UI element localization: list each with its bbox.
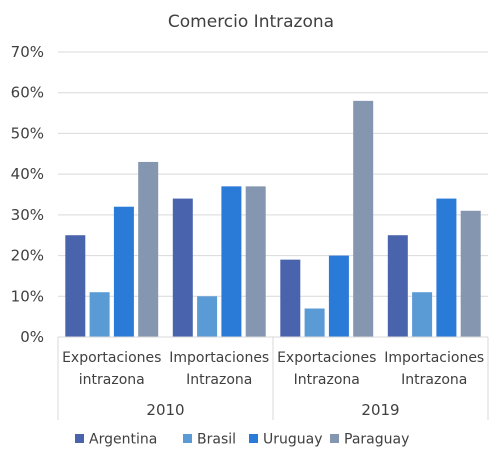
x-group-label: 2010 — [146, 401, 184, 419]
x-category-label: Importaciones — [384, 350, 484, 366]
legend: Argentina Brasil Uruguay Paraguay — [75, 432, 409, 448]
bar-paraguay-2 — [245, 186, 266, 337]
bar-brasil-2 — [197, 296, 218, 337]
y-tick-label: 50% — [11, 124, 44, 142]
x-category-label: Intrazona — [401, 372, 467, 388]
legend-label-brasil: Brasil — [197, 432, 236, 448]
y-tick-label: 20% — [11, 247, 44, 265]
bars — [65, 100, 481, 337]
x-group-label: 2019 — [361, 401, 399, 419]
x-category-label: Exportaciones — [62, 350, 161, 366]
y-tick-label: 40% — [11, 165, 44, 183]
y-tick-label: 10% — [11, 287, 44, 305]
x-category-label: intrazona — [79, 372, 145, 388]
legend-label-argentina: Argentina — [89, 432, 157, 448]
bar-uruguay-1 — [113, 206, 134, 337]
bar-uruguay-2 — [221, 186, 242, 337]
bar-argentina-3 — [280, 259, 301, 337]
bar-argentina-4 — [387, 235, 408, 337]
y-tick-label: 0% — [20, 328, 44, 346]
x-category-label: Exportaciones — [277, 350, 376, 366]
x-category-label: Intrazona — [186, 372, 252, 388]
y-tick-label: 70% — [11, 43, 44, 61]
legend-label-uruguay: Uruguay — [263, 432, 323, 448]
y-tick-label: 30% — [11, 206, 44, 224]
bar-uruguay-4 — [436, 198, 457, 337]
bar-brasil-4 — [412, 292, 433, 337]
legend-swatch-brasil — [183, 434, 192, 443]
bar-brasil-1 — [89, 292, 110, 337]
x-axis: Exportaciones intrazona Importaciones Intra… — [57, 336, 489, 420]
legend-swatch-paraguay — [330, 434, 339, 443]
bar-uruguay-3 — [328, 255, 349, 337]
y-axis-ticks: 0% 10% 20% 30% 40% 50% 60% 70% — [11, 43, 44, 346]
legend-label-paraguay: Paraguay — [344, 432, 409, 448]
y-tick-label: 60% — [11, 84, 44, 102]
legend-swatch-argentina — [75, 434, 84, 443]
bar-argentina-2 — [172, 198, 193, 337]
legend-swatch-uruguay — [249, 434, 258, 443]
bar-paraguay-4 — [460, 210, 481, 337]
bar-paraguay-1 — [138, 161, 159, 337]
bar-argentina-1 — [65, 235, 86, 337]
x-category-label: Intrazona — [294, 372, 360, 388]
bar-brasil-3 — [304, 308, 325, 337]
x-category-label: Importaciones — [169, 350, 269, 366]
bar-paraguay-3 — [353, 100, 374, 337]
chart-title: Comercio Intrazona — [168, 12, 334, 32]
